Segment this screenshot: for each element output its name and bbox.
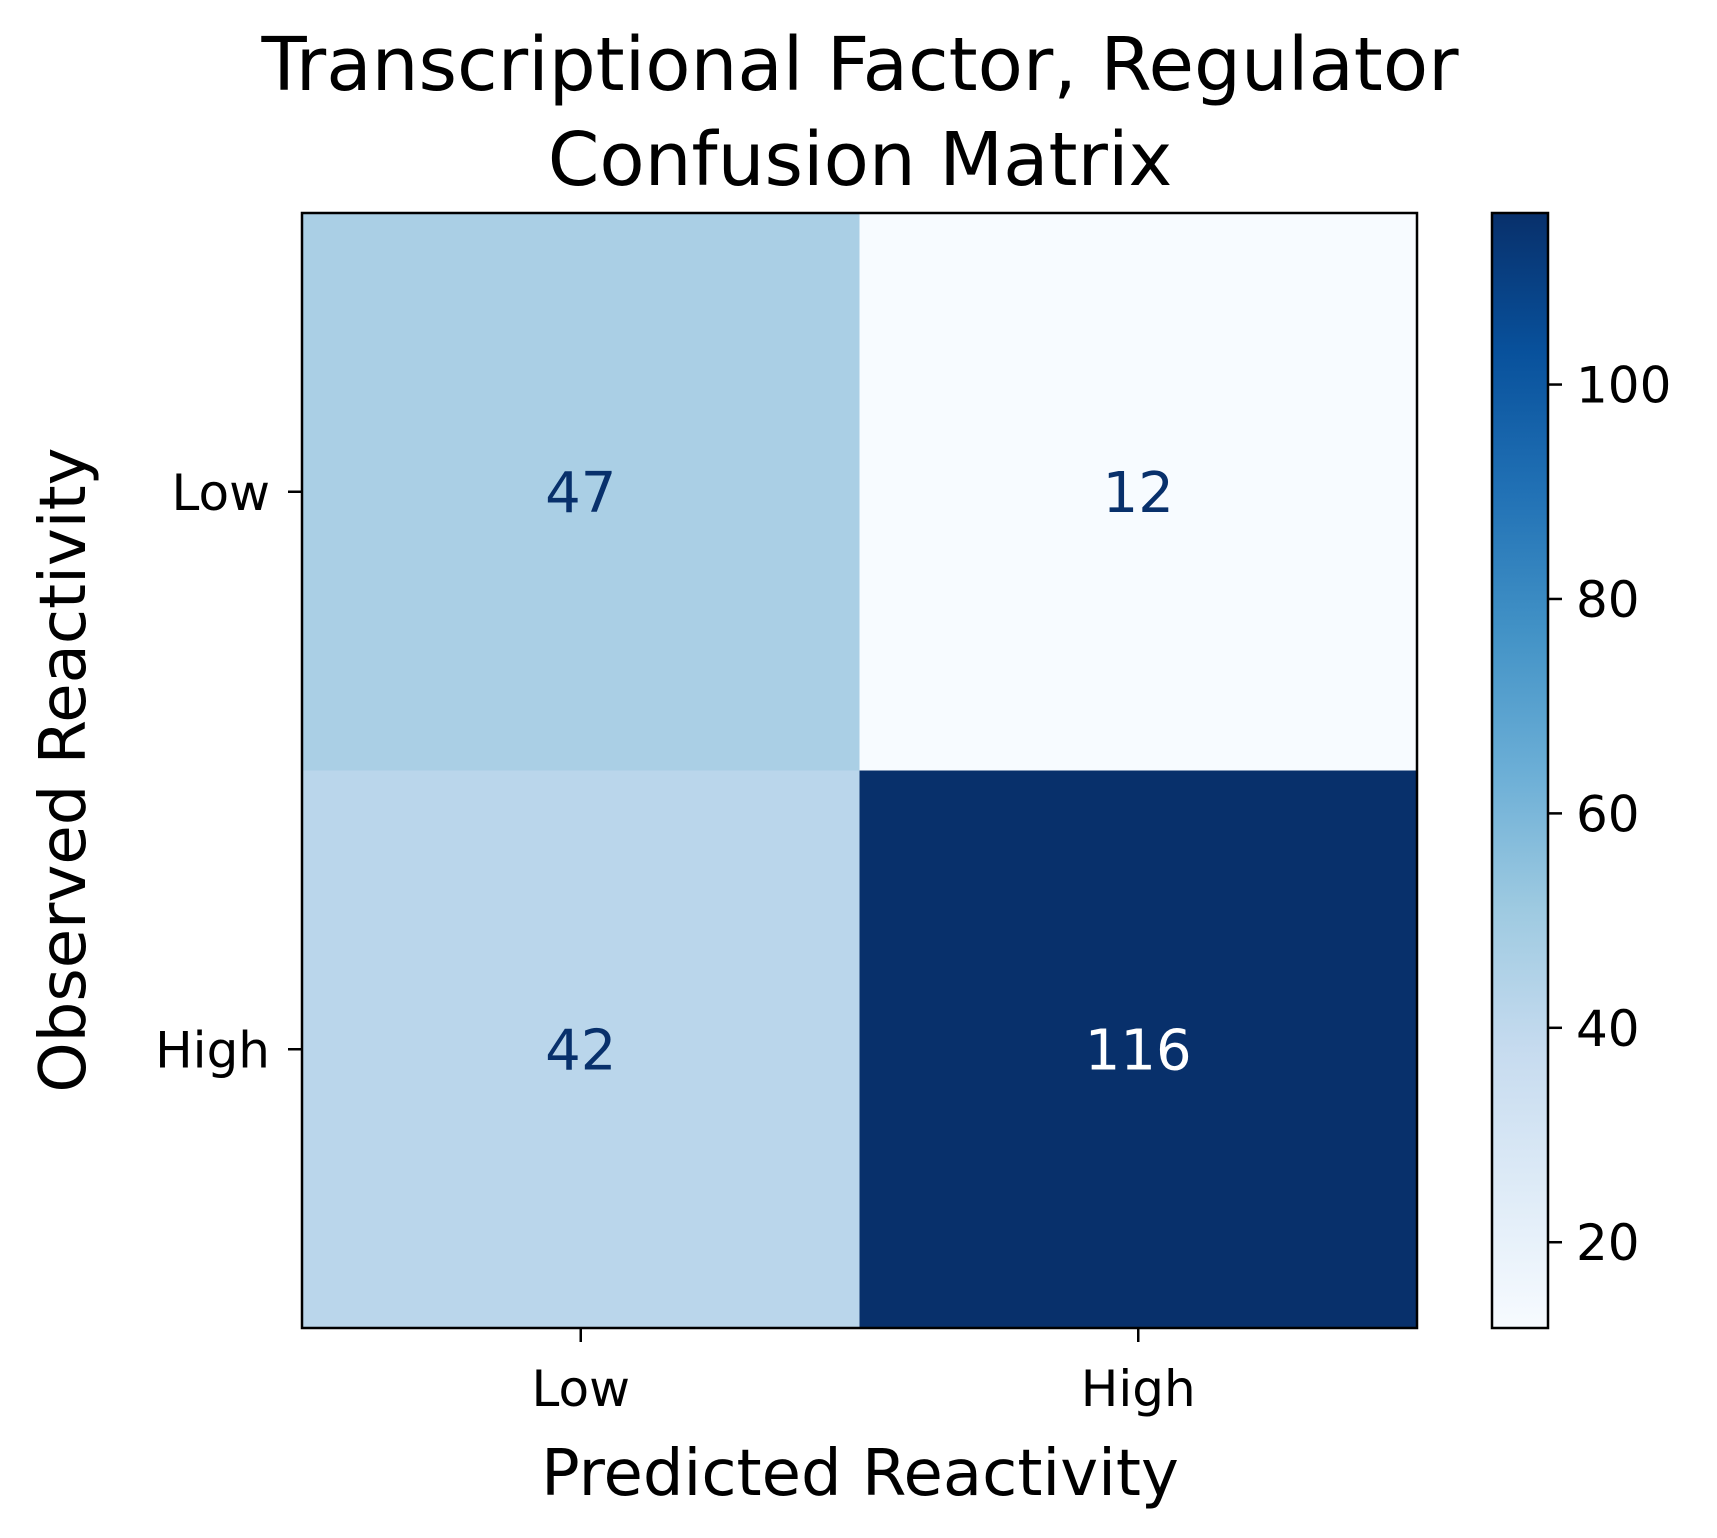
y-tick-label: High [155,1021,270,1079]
heatmap-cell [302,770,860,1329]
cell-value-label: 12 [1103,461,1174,526]
heatmap-cell [859,770,1418,1329]
colorbar-tick-label: 40 [1576,1000,1640,1058]
y-tick-label: Low [172,464,270,522]
colorbar-frame [1490,211,1550,1330]
x-axis-label: Predicted Reactivity [541,1437,1179,1511]
x-tick-label: Low [532,1360,630,1418]
cell-value-label: 116 [1085,1018,1192,1083]
heatmap-cell [859,213,1418,771]
colorbar-tick-label: 80 [1576,571,1640,629]
plot-frame [300,211,1419,1330]
heatmap-cell [302,213,860,771]
cell-value-label: 47 [545,461,616,526]
colorbar-tick-label: 60 [1576,785,1640,843]
heatmap-cells [302,213,1418,1329]
colorbar-tick-label: 20 [1576,1214,1640,1272]
colorbar-ticks: 20 40 60 80 100 [1548,357,1671,1272]
cell-value-label: 42 [545,1018,616,1083]
chart-title-line-1: Transcriptional Factor, Regulator [260,22,1459,108]
x-axis-ticks: Low High [532,1328,1196,1418]
colorbar-tick-label: 100 [1576,357,1671,415]
y-axis-ticks: Low High [155,464,302,1079]
heatmap-cell-labels: 47 12 42 116 [545,461,1192,1084]
x-tick-label: High [1081,1360,1196,1418]
chart-title-line-2: Confusion Matrix [548,117,1173,203]
y-axis-label: Observed Reactivity [27,447,101,1092]
colorbar-gradient [1492,213,1548,1328]
